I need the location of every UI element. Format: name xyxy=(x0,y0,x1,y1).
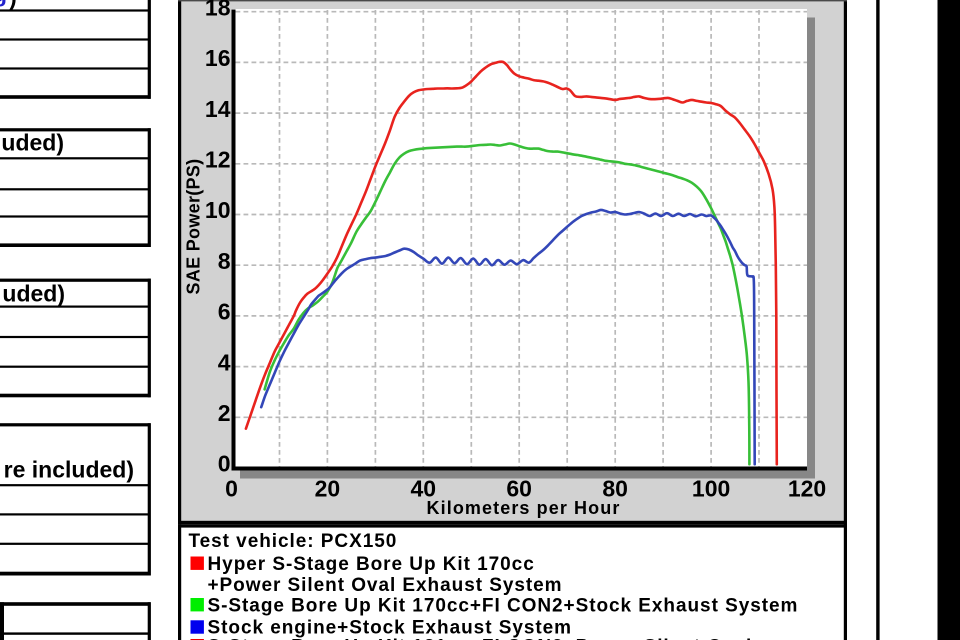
svg-text:SAE Power(PS): SAE Power(PS) xyxy=(184,159,204,295)
svg-text:4: 4 xyxy=(218,349,231,375)
svg-text:60: 60 xyxy=(506,475,532,501)
svg-text:10: 10 xyxy=(205,197,231,223)
svg-text:80: 80 xyxy=(602,475,628,501)
svg-text:2: 2 xyxy=(218,400,231,426)
svg-text:100: 100 xyxy=(692,475,730,501)
svg-text:18: 18 xyxy=(205,0,231,20)
svg-text:g): g) xyxy=(0,0,19,10)
svg-text:Kilometers per Hour: Kilometers per Hour xyxy=(427,498,621,518)
svg-text:S-Stage Bore Up Kit 181cc+FI C: S-Stage Bore Up Kit 181cc+FI CON2+Power … xyxy=(208,636,753,640)
svg-text:uded): uded) xyxy=(2,281,65,307)
svg-text:Stock engine+Stock Exhaust Sys: Stock engine+Stock Exhaust System xyxy=(208,617,573,638)
svg-text:+Power Silent Oval Exhaust Sys: +Power Silent Oval Exhaust System xyxy=(208,575,563,596)
svg-text:120: 120 xyxy=(788,475,826,501)
svg-text:uded): uded) xyxy=(1,130,64,156)
svg-text:0: 0 xyxy=(218,451,231,477)
svg-text:Test vehicle: PCX150: Test vehicle: PCX150 xyxy=(189,531,398,552)
svg-text:8: 8 xyxy=(218,248,231,274)
svg-text:S-Stage Bore Up Kit 170cc+FI C: S-Stage Bore Up Kit 170cc+FI CON2+Stock … xyxy=(208,595,799,616)
svg-text:16: 16 xyxy=(205,45,231,71)
svg-text:14: 14 xyxy=(205,96,231,122)
svg-text:0: 0 xyxy=(225,475,238,501)
svg-text:12: 12 xyxy=(205,147,231,173)
svg-text:re included): re included) xyxy=(4,457,134,483)
svg-text:6: 6 xyxy=(218,299,231,325)
svg-text:20: 20 xyxy=(315,475,341,501)
svg-text:Hyper S-Stage Bore Up Kit 170c: Hyper S-Stage Bore Up Kit 170cc xyxy=(208,554,535,575)
svg-text:40: 40 xyxy=(411,475,437,501)
